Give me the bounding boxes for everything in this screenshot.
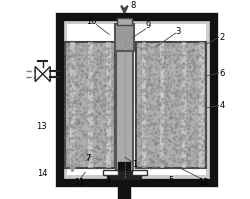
Bar: [118, 162, 130, 199]
Text: 6: 6: [219, 69, 224, 78]
Bar: [182, 42, 186, 168]
Text: 4: 4: [219, 101, 224, 110]
Text: 2: 2: [219, 33, 224, 42]
Bar: [68, 24, 206, 175]
Text: 9: 9: [146, 21, 151, 30]
Bar: [106, 42, 110, 168]
Bar: [117, 18, 132, 25]
Text: 7: 7: [85, 154, 91, 163]
Text: 11: 11: [74, 178, 85, 187]
Bar: [199, 42, 204, 168]
Text: 12: 12: [198, 178, 208, 187]
Bar: [160, 42, 164, 168]
Bar: [136, 42, 206, 168]
Bar: [60, 17, 214, 183]
Bar: [132, 170, 147, 175]
Bar: [108, 171, 141, 179]
Bar: [142, 42, 146, 168]
Text: 13: 13: [36, 122, 47, 131]
Bar: [70, 42, 75, 168]
Text: 3: 3: [176, 27, 181, 36]
Bar: [103, 170, 118, 175]
Bar: [64, 42, 115, 168]
Text: 8: 8: [130, 1, 135, 10]
Text: 1: 1: [132, 160, 137, 169]
Bar: [116, 36, 133, 179]
Bar: [115, 24, 134, 51]
Text: 10: 10: [86, 17, 96, 26]
Text: 14: 14: [38, 169, 48, 178]
Text: 5: 5: [106, 176, 111, 185]
Bar: [88, 42, 93, 168]
Text: 5: 5: [168, 176, 173, 185]
